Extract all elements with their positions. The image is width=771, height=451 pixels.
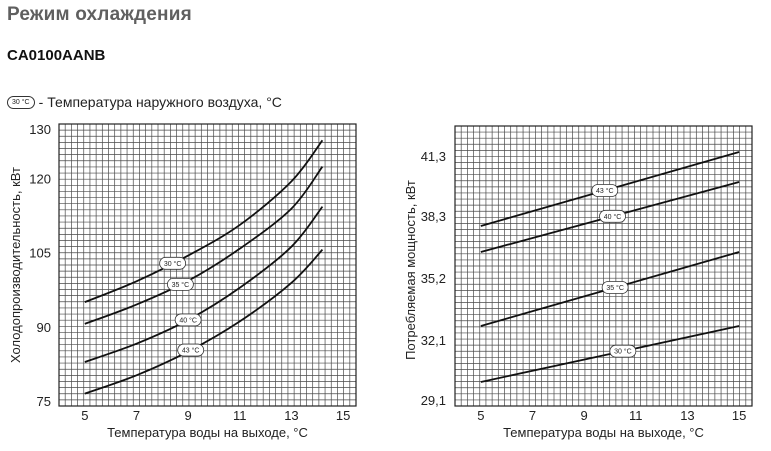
- y-axis-label: Потребляемая мощность, кВт: [403, 180, 418, 360]
- series-tag-label: 30 °C: [614, 348, 632, 356]
- y-tick-label: 38,3: [421, 209, 446, 224]
- y-tick-label: 41,3: [421, 149, 446, 164]
- x-tick-label: 15: [336, 408, 350, 423]
- grid: [58, 123, 357, 407]
- series-tag-label: 35 °C: [606, 284, 624, 292]
- series-line: [84, 206, 324, 363]
- y-tick-label: 32,1: [421, 333, 446, 348]
- plot-frame: [454, 125, 753, 407]
- series-line: [84, 166, 324, 325]
- y-tick-label: 35,2: [421, 271, 446, 286]
- series-tag-label: 43 °C: [182, 347, 200, 355]
- x-tick-label: 15: [732, 408, 746, 423]
- series-tag: [177, 343, 205, 357]
- series-tag-label: 43 °C: [596, 187, 614, 195]
- y-axis-label: Холодопроизводительность, кВт: [8, 167, 23, 363]
- series-tag: [609, 344, 637, 358]
- legend-separator: -: [38, 94, 44, 110]
- x-axis-label: Температура воды на выходе, °C: [503, 425, 704, 440]
- x-tick-label: 11: [629, 408, 643, 423]
- series-tag: [599, 209, 626, 223]
- x-axis-label: Температура воды на выходе, °C: [107, 425, 308, 440]
- series-tag-label: 40 °C: [604, 213, 622, 221]
- series-tag: [601, 281, 629, 294]
- page-title: Режим охлаждения: [7, 4, 192, 25]
- series-tag: [166, 277, 194, 291]
- grid: [454, 125, 753, 407]
- series-tag-label: 30 °C: [164, 260, 182, 268]
- series-line: [84, 249, 324, 395]
- x-tick-label: 13: [680, 408, 694, 423]
- y-tick-label: 120: [29, 171, 51, 186]
- series-tag: [174, 313, 202, 327]
- series-tag-label: 35 °C: [172, 281, 190, 289]
- series-tag: [159, 256, 187, 270]
- series-tag-label: 40 °C: [179, 316, 197, 324]
- x-tick-label: 5: [477, 408, 484, 423]
- y-tick-label: 90: [37, 320, 51, 335]
- legend: 30 °C - Температура наружного воздуха, °…: [7, 93, 282, 111]
- legend-text: Температура наружного воздуха, °C: [47, 94, 282, 110]
- x-tick-label: 11: [233, 408, 247, 423]
- series-line: [84, 139, 324, 303]
- model-name: CA0100AANB: [7, 47, 106, 64]
- x-tick-label: 5: [81, 408, 88, 423]
- y-tick-label: 105: [29, 246, 51, 261]
- x-tick-label: 9: [185, 408, 192, 423]
- x-tick-label: 13: [284, 408, 298, 423]
- legend-badge: 30 °C: [7, 95, 35, 109]
- y-tick-label: 29,1: [421, 393, 446, 408]
- plot-frame: [58, 123, 357, 407]
- y-tick-label: 75: [37, 394, 51, 409]
- x-tick-label: 7: [133, 408, 140, 423]
- y-tick-label: 130: [29, 122, 51, 137]
- x-tick-label: 9: [581, 408, 588, 423]
- x-tick-label: 7: [529, 408, 536, 423]
- series-tag: [591, 184, 619, 197]
- series-line: [480, 325, 740, 383]
